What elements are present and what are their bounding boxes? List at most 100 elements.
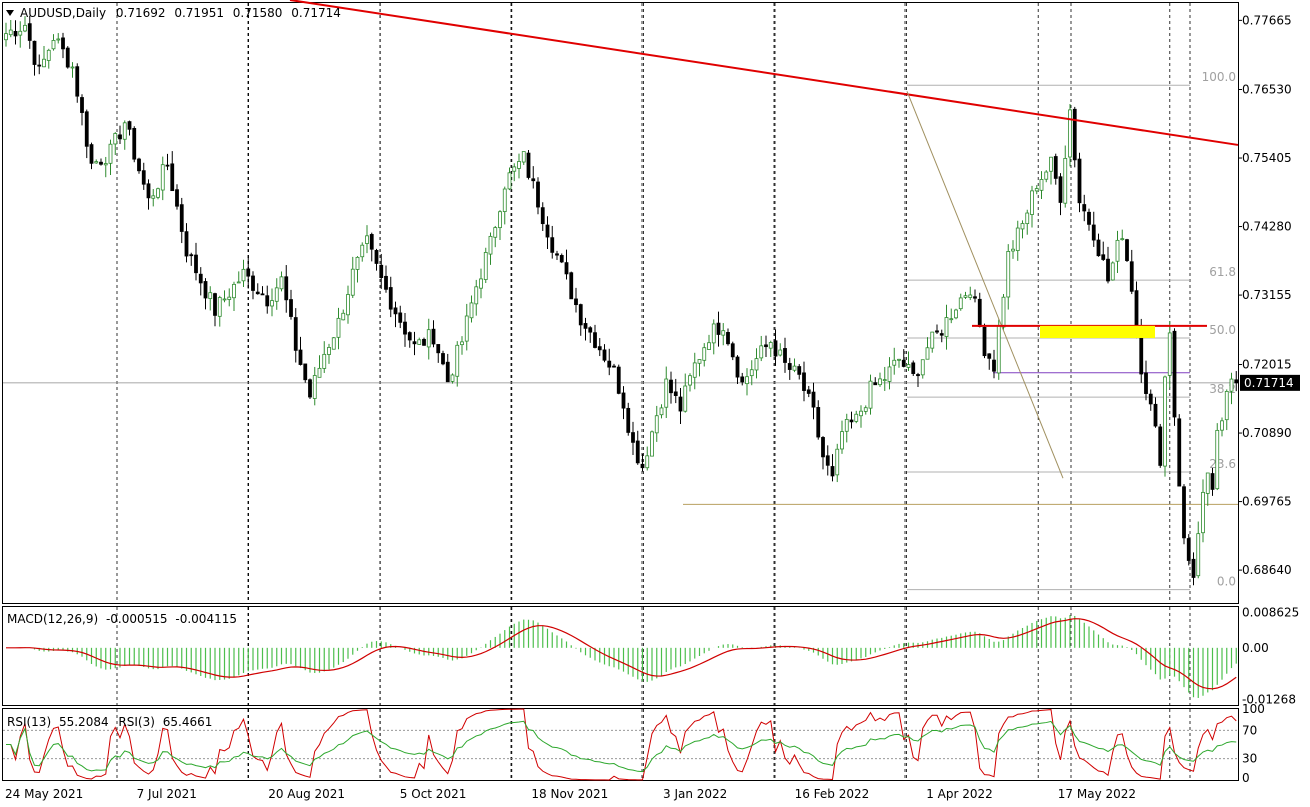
symbol-label: AUDUSD,Daily 0.71692 0.71951 0.71580 0.7…	[20, 6, 341, 20]
rsi-tick-label: 70	[1242, 723, 1257, 737]
triangle-down-icon[interactable]	[6, 10, 14, 16]
candle-bull	[892, 359, 897, 366]
candle-bear	[1172, 330, 1177, 418]
candle-bull	[759, 345, 764, 359]
candle-bear	[127, 121, 132, 130]
macd-tick-label: 0.008625	[1242, 606, 1299, 620]
candle-bull	[711, 323, 716, 344]
candle-bull	[925, 347, 930, 360]
candle-bull	[479, 278, 483, 289]
candle-bear	[137, 158, 141, 172]
candle-bull	[51, 40, 56, 50]
x-tick-label: 24 May 2021	[5, 787, 83, 801]
candle-bear	[669, 379, 673, 394]
candle-bull	[1034, 188, 1039, 192]
candle-bull	[1229, 378, 1234, 392]
candle-bull	[702, 347, 707, 361]
candle-bull	[507, 172, 512, 190]
candle-bear	[284, 276, 289, 301]
candle-bear	[1106, 258, 1110, 282]
candle-bear	[1158, 426, 1163, 466]
candle-bear	[607, 360, 612, 368]
candle-bull	[1215, 429, 1220, 490]
candle-bear	[289, 299, 293, 317]
candle-bear	[726, 332, 730, 345]
macd-tick-label: 0.00	[1242, 641, 1269, 655]
candle-bear	[621, 392, 626, 409]
candle-bear	[251, 275, 255, 291]
candle-bull	[1063, 157, 1068, 204]
candle-bull	[217, 297, 222, 317]
candle-bear	[1134, 290, 1139, 329]
y-tick-label: 0.69765	[1242, 495, 1292, 509]
candle-bear	[797, 366, 802, 375]
candle-bear	[13, 30, 18, 37]
candle-bull	[474, 286, 479, 305]
candle-bear	[977, 298, 982, 327]
candle-bear	[398, 312, 403, 323]
candle-bear	[412, 341, 417, 345]
x-tick-label: 7 Jul 2021	[137, 787, 197, 801]
candle-bear	[612, 365, 616, 368]
candle-bull	[1049, 156, 1053, 172]
candle-bear	[379, 264, 384, 278]
chart-drawings[interactable]	[289, 0, 1239, 479]
candle-bull	[840, 431, 844, 450]
candle-bull	[42, 58, 46, 68]
candle-bull	[108, 143, 113, 164]
candle-bear	[393, 307, 398, 315]
fib-level-label: 61.8	[1209, 265, 1236, 279]
candle-bull	[707, 342, 711, 350]
candle-bull	[46, 49, 51, 61]
candle-bear	[811, 391, 816, 408]
candle-bear	[916, 374, 920, 377]
candle-bull	[521, 151, 526, 163]
candle-bear	[441, 353, 445, 365]
candle-bull	[122, 122, 127, 140]
candle-bull	[854, 413, 859, 422]
rsi-tick-label: 30	[1242, 752, 1257, 766]
candle-bull	[312, 375, 317, 399]
candle-bear	[816, 407, 821, 438]
candle-bull	[279, 276, 284, 290]
candle-bear	[403, 321, 407, 335]
candle-bull	[498, 211, 502, 229]
candle-bull	[23, 24, 27, 32]
candle-bear	[146, 183, 151, 199]
candle-bear	[1053, 156, 1058, 179]
candle-bull	[1039, 179, 1044, 191]
candle-bear	[1182, 486, 1186, 539]
candle-bear	[740, 376, 745, 383]
candle-bull	[1115, 239, 1120, 262]
candle-bull	[844, 419, 849, 432]
candle-bull	[160, 164, 165, 191]
x-tick-label: 16 Feb 2022	[795, 787, 870, 801]
rsi-tick-label: 100	[1242, 702, 1265, 716]
candle-bear	[564, 262, 569, 275]
candle-bull	[697, 359, 702, 364]
candle-bear	[1072, 108, 1077, 161]
y-tick-label: 0.70890	[1242, 426, 1292, 440]
candle-bear	[526, 152, 531, 178]
candle-bear	[189, 254, 194, 257]
rsi-label: RSI(13) 55.2084 RSI(3) 65.4661	[7, 715, 212, 729]
candle-bear	[198, 273, 203, 284]
fib-level-label: 50.0	[1209, 323, 1236, 337]
y-tick-label: 0.68640	[1242, 563, 1292, 577]
macd-panel-frame	[2, 606, 1239, 706]
candle-bull	[4, 33, 8, 41]
candle-bear	[384, 275, 388, 290]
candle-bear	[32, 40, 37, 65]
candle-bear	[203, 281, 208, 299]
candle-bull	[1205, 472, 1210, 494]
candle-bull	[322, 353, 327, 369]
candle-bear	[830, 466, 835, 477]
candle-bull	[18, 30, 23, 36]
candle-bull	[721, 330, 726, 336]
candle-bull	[327, 347, 331, 355]
candle-bear	[536, 181, 540, 208]
candle-bull	[236, 281, 241, 284]
candle-bear	[982, 326, 987, 357]
candle-bull	[360, 244, 365, 258]
